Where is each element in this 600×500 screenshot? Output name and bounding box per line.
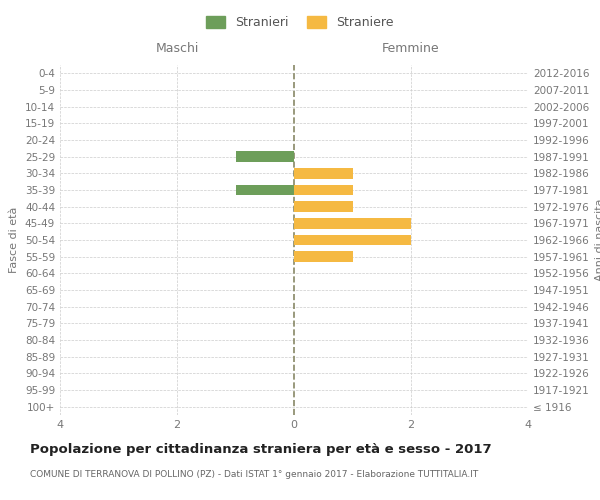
Text: Maschi: Maschi [155,42,199,55]
Bar [235,151,294,162]
Bar [235,184,294,196]
Y-axis label: Anni di nascita: Anni di nascita [595,198,600,281]
Bar [294,184,353,196]
Text: Femmine: Femmine [382,42,440,55]
Bar [294,234,411,246]
Bar [294,168,353,179]
Bar [294,251,353,262]
Bar [294,201,353,212]
Y-axis label: Fasce di età: Fasce di età [10,207,19,273]
Legend: Stranieri, Straniere: Stranieri, Straniere [202,11,398,34]
Text: Popolazione per cittadinanza straniera per età e sesso - 2017: Popolazione per cittadinanza straniera p… [30,442,491,456]
Bar [294,218,411,229]
Text: COMUNE DI TERRANOVA DI POLLINO (PZ) - Dati ISTAT 1° gennaio 2017 - Elaborazione : COMUNE DI TERRANOVA DI POLLINO (PZ) - Da… [30,470,478,479]
